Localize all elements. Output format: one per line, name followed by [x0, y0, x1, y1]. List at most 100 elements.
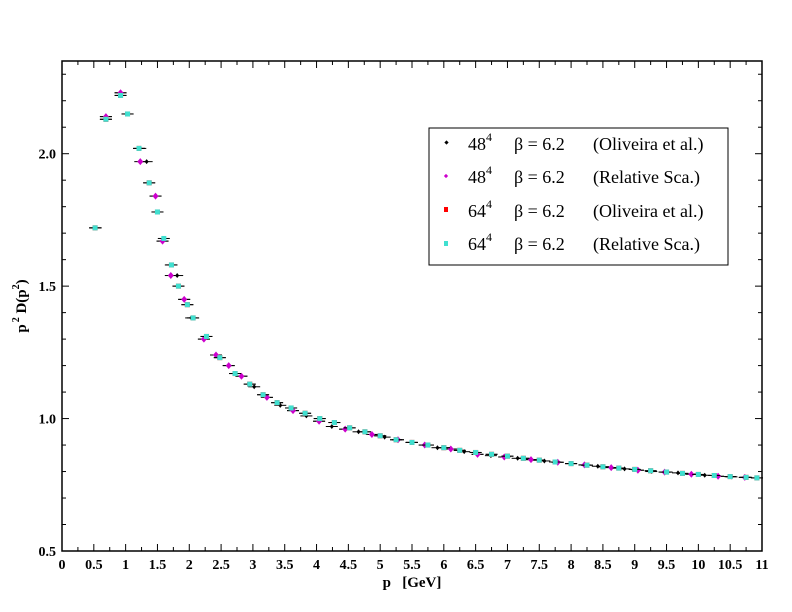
data-point [168, 262, 174, 268]
x-axis: 0 0.5 1 1.5 2 2.5 3 3.5 4 4.5 5 5.5 6 6.5 7 7.5 8 8.5 9 9.5… [59, 61, 769, 573]
data-point [536, 457, 542, 463]
data-point [595, 463, 600, 469]
data-point [92, 225, 98, 231]
x-axis-title: p [GeV] [383, 575, 442, 591]
data-point [743, 474, 749, 480]
legend-entry-1: 484 β = 6.2 (Oliveira et al.) [444, 130, 703, 155]
data-point [136, 145, 142, 151]
legend-entry-3: 644 β = 6.2 (Oliveira et al.) [444, 197, 703, 222]
legend-label-4: 644 β = 6.2 (Relative Sca.) [468, 230, 700, 255]
x-tick-label: 1 [122, 558, 129, 573]
data-point [146, 180, 152, 186]
data-point [247, 381, 253, 387]
data-point [568, 461, 574, 467]
data-point [520, 455, 526, 461]
data-point [175, 283, 181, 289]
data-point [473, 449, 479, 455]
data-point [616, 465, 622, 471]
data-point [542, 458, 547, 464]
data-point [409, 439, 415, 445]
data-point [457, 447, 463, 453]
data-point [679, 470, 685, 476]
legend-marker-2 [443, 173, 449, 179]
x-tick-label: 4.5 [340, 558, 358, 573]
data-point [302, 410, 308, 416]
data-point [664, 469, 670, 475]
data-point [600, 464, 606, 470]
data-point [260, 392, 266, 398]
data-point [103, 116, 109, 122]
legend-label-3: 644 β = 6.2 (Oliveira et al.) [468, 197, 703, 222]
x-tick-label: 9 [631, 558, 638, 573]
y-tick-label: 1.0 [39, 413, 57, 428]
data-point [435, 445, 440, 451]
data-point [356, 429, 361, 435]
data-point [252, 384, 257, 390]
series-layer [89, 89, 763, 481]
x-tick-label: 10 [691, 558, 705, 573]
data-point [125, 111, 131, 117]
data-point [225, 362, 232, 370]
data-point [175, 273, 180, 279]
x-tick-label: 0.5 [85, 558, 103, 573]
series-4 [89, 92, 763, 481]
x-tick-label: 8.5 [594, 558, 612, 573]
y-tick-label: 1.5 [39, 280, 57, 295]
y-axis: 0.5 1.0 1.5 2.0 [39, 73, 762, 560]
x-tick-label: 6.5 [467, 558, 485, 573]
data-point [161, 235, 167, 241]
data-point [232, 371, 238, 377]
x-tick-label: 2 [186, 558, 193, 573]
x-tick-label: 8 [568, 558, 575, 573]
data-point [688, 470, 695, 478]
legend: 484 β = 6.2 (Oliveira et al.) 484 β = 6.2 (R… [428, 127, 729, 266]
data-point [288, 405, 294, 411]
data-point [167, 272, 174, 280]
x-tick-label: 9.5 [658, 558, 676, 573]
legend-marker-3 [444, 207, 448, 212]
data-point [447, 445, 454, 453]
data-point [584, 462, 590, 468]
x-tick-label: 6 [440, 558, 447, 573]
data-point [676, 470, 680, 476]
data-point [695, 471, 701, 477]
data-point [393, 437, 399, 443]
data-point [528, 456, 534, 464]
data-point [217, 355, 223, 361]
x-tick-label: 4 [313, 558, 320, 573]
data-point [317, 416, 323, 422]
x-tick-label: 10.5 [718, 558, 743, 573]
data-point [632, 466, 638, 472]
data-point [441, 445, 447, 451]
data-point [238, 372, 245, 380]
data-point [727, 474, 733, 480]
x-tick-label: 2.5 [212, 558, 230, 573]
y-axis-title: p2 D(p2) [11, 279, 30, 332]
legend-marker-1 [444, 140, 449, 145]
x-tick-label: 7.5 [531, 558, 549, 573]
legend-box [428, 127, 729, 266]
y-tick-label: 0.5 [39, 545, 57, 560]
data-point [203, 333, 209, 339]
data-point [368, 430, 375, 438]
data-point [190, 315, 196, 321]
data-point [144, 159, 149, 165]
x-tick-label: 3.5 [276, 558, 294, 573]
x-tick-label: 5 [377, 558, 384, 573]
data-point [137, 158, 144, 166]
data-point [552, 459, 558, 465]
y-tick-label: 2.0 [39, 148, 57, 163]
legend-entry-2: 484 β = 6.2 (Relative Sca.) [443, 163, 700, 188]
data-point [362, 429, 368, 435]
x-tick-label: 11 [755, 558, 768, 573]
x-tick-label: 3 [249, 558, 256, 573]
data-point [504, 453, 510, 459]
legend-label-2: 484 β = 6.2 (Relative Sca.) [468, 163, 700, 188]
data-point [181, 295, 188, 303]
data-point [331, 420, 337, 426]
data-point [347, 425, 353, 431]
data-point [489, 451, 495, 457]
data-point [425, 442, 431, 448]
data-point [329, 424, 334, 430]
